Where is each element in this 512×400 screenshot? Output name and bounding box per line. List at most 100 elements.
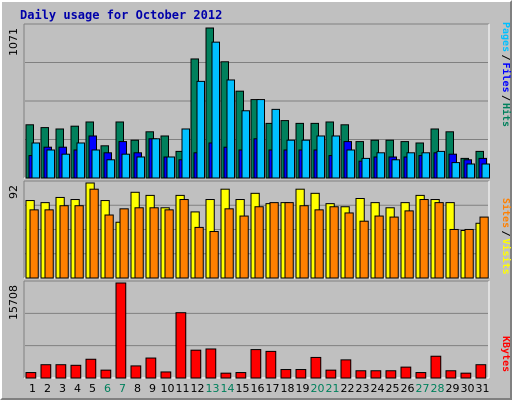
bar-sites-day-11 xyxy=(179,199,189,279)
side-legend-hits: Hits xyxy=(500,103,512,127)
x-tick-day-28: 28 xyxy=(431,382,445,395)
bar-kbytes-day-7 xyxy=(115,282,127,379)
bar-kbytes-day-15 xyxy=(235,372,247,379)
bar-kbytes-day-2 xyxy=(40,364,52,379)
side-legend-separator: / xyxy=(500,55,511,61)
bar-pages-day-7 xyxy=(121,153,130,179)
x-tick-day-16: 16 xyxy=(251,382,265,395)
bar-sites-day-14 xyxy=(224,208,234,279)
bar-pages-day-28 xyxy=(436,150,445,179)
bar-kbytes-day-17 xyxy=(265,350,277,379)
side-legend-visits: Visits xyxy=(500,239,512,275)
bar-kbytes-day-14 xyxy=(220,372,232,379)
bar-sites-day-28 xyxy=(434,202,444,279)
bar-pages-day-16 xyxy=(256,99,265,179)
bar-kbytes-day-28 xyxy=(430,355,442,379)
chart-title: Daily usage for October 2012 xyxy=(20,8,222,22)
bar-kbytes-day-6 xyxy=(100,369,112,379)
bar-kbytes-day-22 xyxy=(340,359,352,379)
x-tick-day-27: 27 xyxy=(416,382,430,395)
bar-pages-day-23 xyxy=(361,157,370,179)
x-tick-day-31: 31 xyxy=(476,382,490,395)
bar-sites-day-4 xyxy=(74,205,84,279)
bar-pages-day-4 xyxy=(76,142,85,179)
bar-kbytes-day-9 xyxy=(145,357,157,379)
bar-pages-day-25 xyxy=(391,159,400,179)
x-tick-day-30: 30 xyxy=(461,382,475,395)
bar-pages-day-24 xyxy=(376,152,385,179)
x-tick-day-12: 12 xyxy=(191,382,205,395)
bar-sites-day-23 xyxy=(359,220,369,279)
bar-sites-day-13 xyxy=(209,231,219,279)
bar-pages-day-26 xyxy=(406,152,415,179)
bar-sites-day-8 xyxy=(134,207,144,279)
side-legend-pages: Pages xyxy=(500,22,511,52)
bar-kbytes-day-18 xyxy=(280,369,292,379)
bar-pages-day-9 xyxy=(151,138,160,179)
bar-kbytes-day-30 xyxy=(460,372,472,379)
bar-kbytes-day-29 xyxy=(445,370,457,379)
bar-sites-day-1 xyxy=(29,209,39,279)
bar-sites-day-2 xyxy=(44,209,54,279)
x-tick-day-7: 7 xyxy=(119,382,126,395)
x-tick-day-1: 1 xyxy=(29,382,36,395)
bar-kbytes-day-26 xyxy=(400,366,412,379)
x-tick-day-4: 4 xyxy=(74,382,81,395)
bar-kbytes-day-11 xyxy=(175,312,187,379)
bar-sites-day-26 xyxy=(404,210,414,279)
bar-sites-day-5 xyxy=(89,188,99,279)
bar-pages-day-11 xyxy=(181,128,190,179)
bar-pages-day-31 xyxy=(481,163,490,179)
bar-sites-day-16 xyxy=(254,206,264,279)
x-tick-day-24: 24 xyxy=(371,382,385,395)
bar-sites-day-7 xyxy=(119,208,129,279)
bar-kbytes-day-12 xyxy=(190,349,202,379)
bar-pages-day-30 xyxy=(466,163,475,179)
bar-kbytes-day-10 xyxy=(160,371,172,379)
y-max-label-kbytes: 15708 xyxy=(7,285,20,320)
x-tick-day-18: 18 xyxy=(281,382,295,395)
bar-kbytes-day-21 xyxy=(325,369,337,379)
bar-kbytes-day-27 xyxy=(415,372,427,379)
bar-pages-day-12 xyxy=(196,80,205,179)
bar-kbytes-day-19 xyxy=(295,369,307,379)
x-tick-day-2: 2 xyxy=(44,382,51,395)
bar-pages-day-18 xyxy=(286,139,295,179)
bar-kbytes-day-4 xyxy=(70,364,82,379)
bar-pages-day-10 xyxy=(166,156,175,179)
x-tick-day-15: 15 xyxy=(236,382,250,395)
bar-sites-day-3 xyxy=(59,205,69,279)
bar-sites-day-31 xyxy=(479,216,489,279)
x-tick-day-19: 19 xyxy=(296,382,310,395)
bar-kbytes-day-1 xyxy=(25,372,37,379)
bar-pages-day-5 xyxy=(91,149,100,179)
side-legend-separator: / xyxy=(500,231,511,237)
x-tick-day-3: 3 xyxy=(59,382,66,395)
side-legend-files: Files xyxy=(500,63,512,93)
bar-sites-day-17 xyxy=(269,202,279,279)
bar-kbytes-day-16 xyxy=(250,349,262,379)
x-tick-day-23: 23 xyxy=(356,382,370,395)
bar-kbytes-day-25 xyxy=(385,370,397,379)
bar-kbytes-day-23 xyxy=(355,370,367,379)
bar-pages-day-14 xyxy=(226,79,235,179)
bar-sites-day-24 xyxy=(374,215,384,279)
bar-sites-day-20 xyxy=(314,209,324,279)
bar-pages-day-2 xyxy=(46,149,55,179)
x-tick-day-14: 14 xyxy=(221,382,235,395)
x-tick-day-20: 20 xyxy=(311,382,325,395)
bar-sites-day-21 xyxy=(329,206,339,279)
y-max-label-hits: 1071 xyxy=(7,28,20,56)
bar-pages-day-17 xyxy=(271,108,280,179)
bar-pages-day-21 xyxy=(331,135,340,179)
bar-kbytes-day-3 xyxy=(55,364,67,379)
bar-kbytes-day-20 xyxy=(310,356,322,379)
x-tick-day-29: 29 xyxy=(446,382,460,395)
bar-sites-day-22 xyxy=(344,212,354,279)
bar-pages-day-20 xyxy=(316,135,325,179)
x-tick-day-26: 26 xyxy=(401,382,415,395)
bar-sites-day-30 xyxy=(464,228,474,279)
x-tick-day-11: 11 xyxy=(176,382,190,395)
bar-sites-day-6 xyxy=(104,214,114,279)
